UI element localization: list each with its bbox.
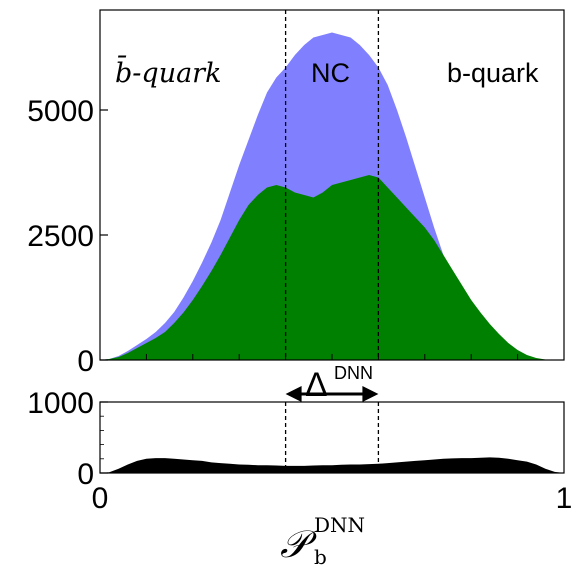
top-ytick-label: 2500 <box>27 220 94 253</box>
top-series-1 <box>100 175 564 360</box>
region-label-b-quark: b-quark <box>447 58 539 88</box>
bottom-ytick-label: 1000 <box>27 387 94 420</box>
bottom-xtick-label: 1 <box>556 482 573 515</box>
top-ytick-label: 0 <box>77 345 94 378</box>
delta-superscript: DNN <box>334 363 373 383</box>
delta-arrow-right-head <box>362 386 379 402</box>
x-axis-label-main: 𝒫 <box>280 522 318 566</box>
region-label-bbar-quark: b̄-quark <box>115 54 221 89</box>
bottom-ytick-label: 0 <box>77 458 94 491</box>
delta-arrow-left-head <box>285 386 302 402</box>
bottom-xtick-label: 0 <box>92 482 109 515</box>
delta-symbol: Δ <box>305 366 328 404</box>
x-axis-label: 𝒫 b DNN <box>280 513 365 569</box>
top-ytick-label: 5000 <box>27 95 94 128</box>
bottom-histogram-panel: 0 1000 0 1 <box>27 387 572 515</box>
bottom-series-0 <box>100 457 564 473</box>
region-label-nc: NC <box>311 58 350 88</box>
x-axis-label-subscript: b <box>314 545 327 569</box>
top-histogram-panel: 0 2500 5000 <box>27 9 565 378</box>
x-axis-label-superscript: DNN <box>314 513 365 537</box>
